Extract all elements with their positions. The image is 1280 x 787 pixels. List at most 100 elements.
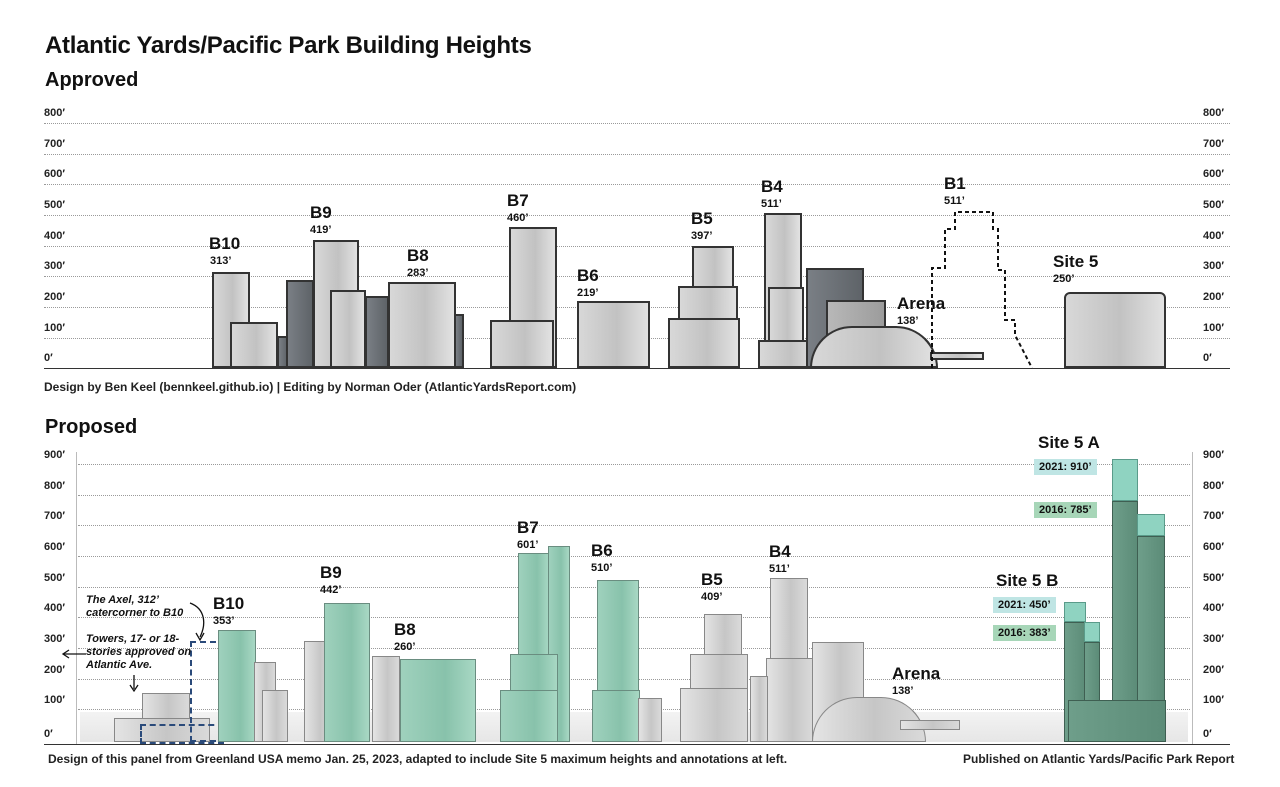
proposed-heading: Proposed <box>45 416 138 438</box>
label-b10: B10 <box>209 234 241 253</box>
label-b5: B5 <box>691 209 713 228</box>
y-tick: 200′ <box>44 664 65 676</box>
y-tick-right: 600′ <box>1203 168 1224 180</box>
y-tick-right: 500′ <box>1203 199 1224 211</box>
building-filler <box>365 296 389 368</box>
site5a-2021-extension <box>1112 459 1138 501</box>
y-tick: 300′ <box>44 633 65 645</box>
building-b10-proposed <box>218 630 256 742</box>
y-tick: 900′ <box>44 449 65 461</box>
height-b8: 283’ <box>407 267 429 279</box>
label-b4: B4 <box>761 177 783 196</box>
label-b5: B5 <box>701 570 723 589</box>
building-b7-podium <box>490 320 554 368</box>
y-tick-right: 100′ <box>1203 694 1224 706</box>
label-b1: B1 <box>944 174 966 193</box>
publisher-credit: Published on Atlantic Yards/Pacific Park… <box>963 752 1235 766</box>
building-b7-base <box>500 690 558 742</box>
y-tick: 300′ <box>44 260 65 272</box>
height-b8: 260’ <box>394 641 416 653</box>
y-tick: 600′ <box>44 541 65 553</box>
height-b5: 397’ <box>691 230 713 242</box>
ground-line <box>44 368 1230 369</box>
y-tick: 100′ <box>44 322 65 334</box>
label-arena: Arena <box>897 294 946 313</box>
y-tick: 700′ <box>44 510 65 522</box>
arena-plaza <box>930 352 984 360</box>
building-b9-wing <box>286 280 314 368</box>
label-site5a: Site 5 A <box>1038 433 1100 452</box>
building-b1-outline <box>931 211 1033 369</box>
building-atlantic-base <box>114 718 210 742</box>
y-tick-right: 800′ <box>1203 480 1224 492</box>
y-tick: 200′ <box>44 291 65 303</box>
height-arena: 138’ <box>892 685 914 697</box>
y-tick-right: 700′ <box>1203 138 1224 150</box>
building-filler <box>454 314 464 368</box>
grid-line <box>44 184 1230 185</box>
tag-site5b-2016: 2016: 383’ <box>993 625 1056 641</box>
axis-line-right <box>1192 452 1193 744</box>
page-title: Atlantic Yards/Pacific Park Building Hei… <box>45 32 532 59</box>
grid-line <box>78 495 1190 496</box>
grid-line <box>44 154 1230 155</box>
building-filler <box>638 698 662 742</box>
building-b9-proposed <box>324 603 370 742</box>
grid-line <box>78 556 1190 557</box>
height-b9: 419’ <box>310 224 332 236</box>
label-b7: B7 <box>517 518 539 537</box>
building-b8-proposed <box>400 659 476 742</box>
label-b10: B10 <box>213 594 245 613</box>
y-tick-right: 400′ <box>1203 602 1224 614</box>
label-b4: B4 <box>769 542 791 561</box>
y-tick-right: 800′ <box>1203 107 1224 119</box>
label-b6: B6 <box>591 541 613 560</box>
y-tick-right: 0′ <box>1203 352 1212 364</box>
label-b6: B6 <box>577 266 599 285</box>
proposed-credit: Design of this panel from Greenland USA … <box>48 752 788 766</box>
y-tick-right: 500′ <box>1203 572 1224 584</box>
height-b6: 219’ <box>577 287 599 299</box>
building-filler <box>372 656 400 742</box>
y-tick-right: 200′ <box>1203 291 1224 303</box>
y-tick: 0′ <box>44 728 53 740</box>
building-b4-mid <box>766 658 814 742</box>
y-tick: 500′ <box>44 199 65 211</box>
label-b9: B9 <box>320 563 342 582</box>
site5-base <box>1068 700 1166 742</box>
arena-plaza <box>900 720 960 730</box>
label-site5b: Site 5 B <box>996 571 1059 590</box>
height-b4: 511’ <box>761 198 782 210</box>
label-b8: B8 <box>394 620 416 639</box>
annotation-axel: The Axel, 312’ catercorner to B10 <box>86 594 184 619</box>
grid-line <box>44 246 1230 247</box>
label-b8: B8 <box>407 246 429 265</box>
y-tick-right: 600′ <box>1203 541 1224 553</box>
building-site5-approved <box>1064 292 1166 368</box>
tag-site5b-2021: 2021: 450’ <box>993 597 1056 613</box>
y-tick-right: 100′ <box>1203 322 1224 334</box>
annotation-arrows <box>61 602 205 693</box>
label-site5: Site 5 <box>1053 252 1099 271</box>
building-b8-approved <box>388 282 456 368</box>
y-tick: 100′ <box>44 694 65 706</box>
grid-line <box>44 215 1230 216</box>
height-b6: 510’ <box>591 562 613 574</box>
y-tick: 500′ <box>44 572 65 584</box>
grid-line <box>44 276 1230 277</box>
label-arena: Arena <box>892 664 941 683</box>
y-tick: 600′ <box>44 168 65 180</box>
grid-line <box>44 123 1230 124</box>
height-b10: 353’ <box>213 615 235 627</box>
building-b9-podium <box>330 290 366 368</box>
y-tick: 400′ <box>44 602 65 614</box>
approved-heading: Approved <box>45 69 139 91</box>
building-filler <box>750 676 768 742</box>
label-b9: B9 <box>310 203 332 222</box>
label-b7: B7 <box>507 191 529 210</box>
height-b7: 601’ <box>517 539 539 551</box>
arena-approved <box>810 326 938 368</box>
y-tick-right: 400′ <box>1203 230 1224 242</box>
grid-line <box>78 525 1190 526</box>
axis-line-left <box>76 452 77 744</box>
